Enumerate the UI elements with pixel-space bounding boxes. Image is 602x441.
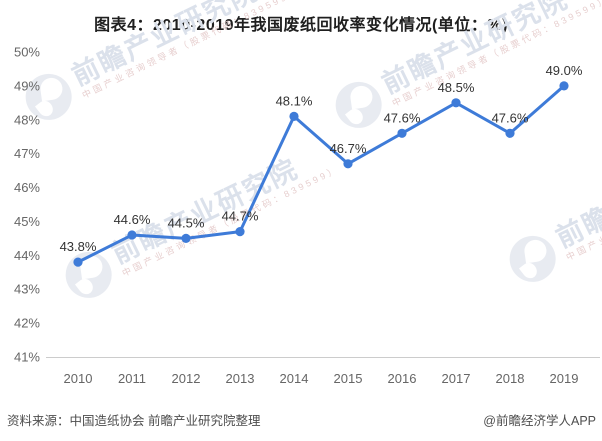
data-point-label: 49.0% bbox=[546, 63, 583, 78]
data-point-label: 43.8% bbox=[60, 239, 97, 254]
data-point-label: 44.5% bbox=[168, 215, 205, 230]
data-point-label: 46.7% bbox=[330, 141, 367, 156]
data-point-marker bbox=[181, 233, 191, 243]
data-point-marker bbox=[397, 128, 407, 138]
x-axis-tick-label: 2012 bbox=[172, 371, 201, 386]
x-axis-tick-label: 2011 bbox=[118, 371, 146, 386]
data-point-label: 44.6% bbox=[114, 212, 151, 227]
x-axis-tick-label: 2014 bbox=[280, 371, 309, 386]
x-axis-tick-label: 2013 bbox=[226, 371, 255, 386]
chart-footer: 资料来源：中国造纸协会 前瞻产业研究院整理 @前瞻经济学人APP bbox=[0, 408, 602, 430]
y-axis-tick-label: 46% bbox=[14, 180, 40, 195]
y-axis-tick-label: 41% bbox=[14, 350, 40, 365]
data-point-label: 48.1% bbox=[276, 93, 313, 108]
y-axis-tick-label: 43% bbox=[14, 282, 40, 297]
y-axis-tick-label: 42% bbox=[14, 316, 40, 331]
data-point-marker bbox=[127, 230, 137, 240]
x-axis-tick-label: 2015 bbox=[334, 371, 363, 386]
x-axis-tick-label: 2018 bbox=[496, 371, 525, 386]
data-point-label: 47.6% bbox=[492, 110, 529, 125]
data-source: 资料来源：中国造纸协会 前瞻产业研究院整理 bbox=[7, 413, 261, 428]
data-point-marker bbox=[289, 111, 299, 121]
data-point-marker bbox=[235, 227, 245, 237]
x-axis-tick-label: 2010 bbox=[64, 371, 93, 386]
y-axis-tick-label: 47% bbox=[14, 146, 40, 161]
data-point-marker bbox=[505, 128, 515, 138]
data-point-marker bbox=[343, 159, 353, 169]
data-point-label: 47.6% bbox=[384, 110, 421, 125]
y-axis-tick-label: 49% bbox=[14, 78, 40, 93]
data-point-marker bbox=[73, 257, 83, 267]
y-axis-tick-label: 45% bbox=[14, 214, 40, 229]
x-axis-tick-label: 2017 bbox=[442, 371, 471, 386]
data-point-label: 48.5% bbox=[438, 80, 475, 95]
y-axis-tick-label: 50% bbox=[14, 45, 40, 60]
series-line bbox=[76, 84, 566, 264]
data-point-marker bbox=[451, 98, 461, 108]
x-axis-tick-label: 2019 bbox=[550, 371, 579, 386]
y-axis-tick-label: 44% bbox=[14, 248, 40, 263]
data-point-marker bbox=[559, 81, 569, 91]
data-point-label: 44.7% bbox=[222, 209, 259, 224]
x-axis-tick-label: 2016 bbox=[388, 371, 417, 386]
app-credit: @前瞻经济学人APP bbox=[483, 413, 596, 428]
y-axis-tick-label: 48% bbox=[14, 112, 40, 127]
chart-title: 图表4：2010-2019年我国废纸回收率变化情况(单位：%) bbox=[94, 17, 508, 34]
